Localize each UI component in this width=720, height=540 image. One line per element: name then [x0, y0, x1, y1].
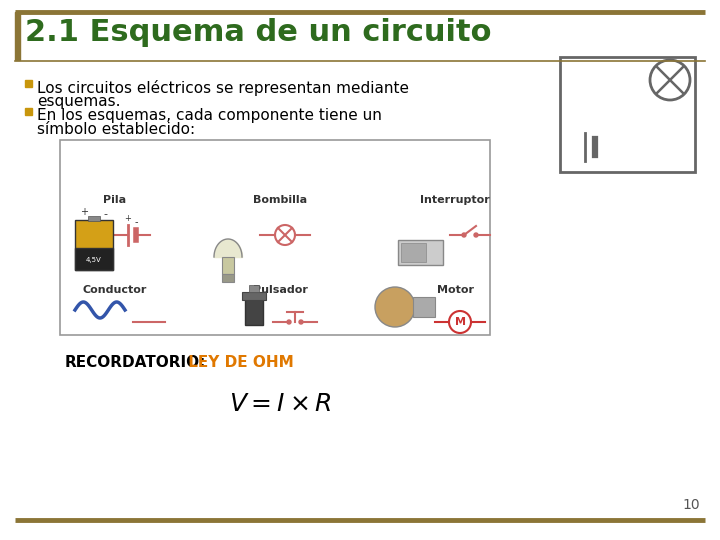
Text: Pila: Pila — [104, 195, 127, 205]
Text: 4,5V: 4,5V — [86, 257, 102, 263]
Text: Bombilla: Bombilla — [253, 195, 307, 205]
Text: -: - — [134, 217, 138, 227]
Circle shape — [449, 311, 471, 333]
Text: Motor: Motor — [436, 285, 474, 295]
Text: M: M — [454, 317, 466, 327]
Circle shape — [375, 287, 415, 327]
Bar — [222, 257, 234, 274]
Text: símbolo establecido:: símbolo establecido: — [37, 122, 195, 137]
Text: Pulsador: Pulsador — [253, 285, 307, 295]
Circle shape — [474, 233, 478, 237]
Bar — [15, 12, 20, 60]
Bar — [60, 140, 490, 335]
Bar — [25, 80, 32, 87]
Text: +: + — [125, 214, 132, 223]
Text: +: + — [80, 207, 88, 217]
Circle shape — [299, 320, 303, 324]
Text: 2.1 Esquema de un circuito: 2.1 Esquema de un circuito — [25, 18, 492, 47]
Circle shape — [287, 320, 291, 324]
Bar — [249, 285, 259, 292]
Text: En los esquemas, cada componente tiene un: En los esquemas, cada componente tiene u… — [37, 108, 382, 123]
Bar — [413, 297, 435, 317]
Bar — [560, 57, 695, 172]
Bar — [88, 216, 100, 221]
Text: Conductor: Conductor — [83, 285, 147, 295]
Text: 10: 10 — [683, 498, 700, 512]
Bar — [242, 292, 266, 300]
Text: -: - — [103, 209, 107, 219]
Bar — [222, 274, 234, 282]
Circle shape — [650, 60, 690, 100]
Text: Los circuitos eléctricos se representan mediante: Los circuitos eléctricos se representan … — [37, 80, 409, 96]
Bar — [75, 220, 113, 270]
Circle shape — [462, 233, 466, 237]
Bar — [398, 240, 443, 265]
Bar — [75, 248, 113, 270]
Text: Interruptor: Interruptor — [420, 195, 490, 205]
Bar — [401, 243, 426, 262]
Text: LEY DE OHM: LEY DE OHM — [183, 355, 294, 370]
Bar — [25, 108, 32, 115]
Bar — [245, 295, 263, 325]
Text: RECORDATORIO:: RECORDATORIO: — [65, 355, 207, 370]
Text: $V = I \times R$: $V = I \times R$ — [228, 392, 331, 416]
Text: esquemas.: esquemas. — [37, 94, 120, 109]
